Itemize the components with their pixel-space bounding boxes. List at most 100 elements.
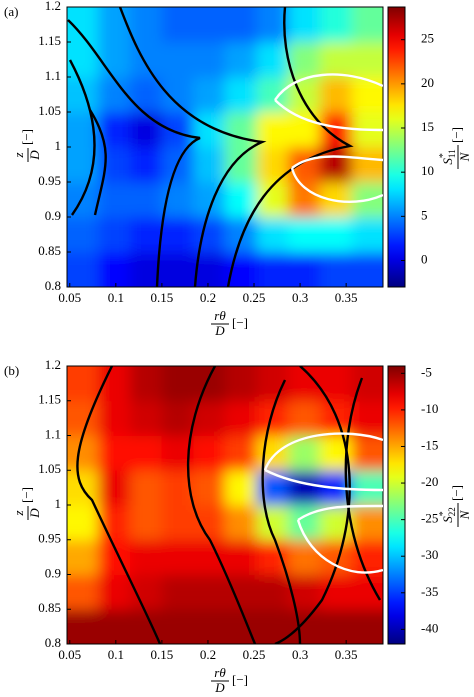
field-cell (130, 182, 163, 218)
field-cell (225, 435, 258, 471)
y-tick-label: 0.85 (38, 243, 61, 258)
field-cell (193, 217, 226, 253)
field-cell (319, 217, 353, 253)
field-cell (98, 217, 131, 253)
colorbar-tick-label: -25 (421, 511, 438, 526)
field-cell (256, 366, 289, 402)
colorbar-label-sup: * (438, 153, 449, 158)
field (67, 7, 383, 287)
colorbar-label-unit: [−] (449, 485, 464, 501)
field-cell (319, 77, 353, 113)
field-cell (193, 112, 226, 148)
field-cell (98, 574, 131, 610)
y-tick-label: 1.2 (45, 0, 61, 13)
colorbar-label-numerator: S*22 (438, 507, 457, 523)
field-cell (351, 42, 383, 78)
field-cell (98, 470, 131, 506)
field-cell (351, 7, 383, 43)
colorbar-tick-label: -5 (421, 364, 432, 379)
colorbar-tick-label: 10 (421, 163, 434, 178)
field-cells (67, 7, 383, 287)
field-cell (319, 112, 353, 148)
field-cell (193, 42, 226, 78)
field-cell (130, 42, 163, 78)
colorbar-label-sub: 11 (447, 149, 457, 158)
streamlines-b (76, 366, 383, 644)
panel-label: (b) (4, 363, 19, 378)
field-cell (319, 42, 353, 78)
field-cell (98, 7, 131, 43)
field-cell (193, 77, 226, 113)
field-cell (98, 366, 131, 402)
y-tick-label: 0.8 (45, 278, 61, 293)
field-cell (225, 252, 258, 287)
x-label-unit: [−] (232, 315, 248, 330)
field-cell (67, 539, 99, 575)
field (67, 366, 383, 644)
field-cell (98, 609, 131, 644)
colorbar-label-sub: 22 (447, 507, 457, 516)
field-cell (225, 400, 258, 436)
field-cell (193, 366, 226, 402)
field-cell (161, 252, 194, 287)
field-cell (225, 112, 258, 148)
field-cell (67, 217, 99, 253)
field-cell (256, 147, 289, 183)
field-cell (161, 42, 194, 78)
field-cell (319, 252, 353, 287)
field-cell (351, 400, 383, 436)
field-cell (256, 539, 289, 575)
field-cell (288, 609, 321, 644)
x-label-numerator: rθ (214, 308, 226, 323)
colorbar (387, 365, 406, 645)
y-tick-label: 0.95 (38, 173, 61, 188)
x-label-denominator: D (214, 323, 225, 338)
colorbar-label-unit: [−] (449, 127, 464, 143)
field-cell (288, 42, 321, 78)
field-cell (98, 400, 131, 436)
colorbar-tick-label: -10 (421, 401, 438, 416)
field-cell (193, 435, 226, 471)
x-label-unit: [−] (232, 672, 248, 687)
field-cell (161, 366, 194, 402)
field-cell (319, 609, 353, 644)
field-cell (225, 505, 258, 541)
field-cell (130, 505, 163, 541)
y-label-unit: [−] (19, 487, 34, 503)
field-cell (193, 147, 226, 183)
field-cell (98, 252, 131, 287)
field-cell (225, 42, 258, 78)
streamline (118, 7, 267, 287)
contour-line (290, 167, 383, 203)
field-cell (288, 470, 321, 506)
field-cell (98, 182, 131, 218)
colorbar-label: S*22 N [−] (438, 485, 472, 527)
field-cell (225, 574, 258, 610)
field-cell (130, 366, 163, 402)
x-tick-label: 0.3 (292, 290, 308, 305)
field-cell (225, 539, 258, 575)
colorbar-tick-label: -35 (421, 584, 438, 599)
field-cell (161, 400, 194, 436)
field-cell (351, 609, 383, 644)
panel-a: 0.05 0.1 0.15 0.2 0.25 0.3 0.35 0.8 0.85 0.9 0.95 1… (4, 0, 472, 338)
field-cell (193, 609, 226, 644)
field-cell (193, 470, 226, 506)
y-tick-label: 1 (55, 496, 62, 511)
field-cell (67, 366, 99, 402)
field-cell (225, 182, 258, 218)
field-cell (130, 7, 163, 43)
x-tick-label: 0.35 (335, 290, 358, 305)
field-cell (67, 77, 99, 113)
colorbar-label-sup: * (438, 511, 449, 516)
x-tick-label: 0.05 (58, 647, 81, 662)
field-cell (193, 505, 226, 541)
contour-line (263, 432, 383, 471)
y-tick-label: 1.15 (38, 392, 61, 407)
colorbar-label-denominator: N (457, 509, 472, 520)
field-cell (288, 435, 321, 471)
field-cell (225, 147, 258, 183)
contour-line (264, 468, 383, 492)
colorbar-label-symbol: S (440, 158, 455, 165)
streamline (76, 366, 162, 644)
